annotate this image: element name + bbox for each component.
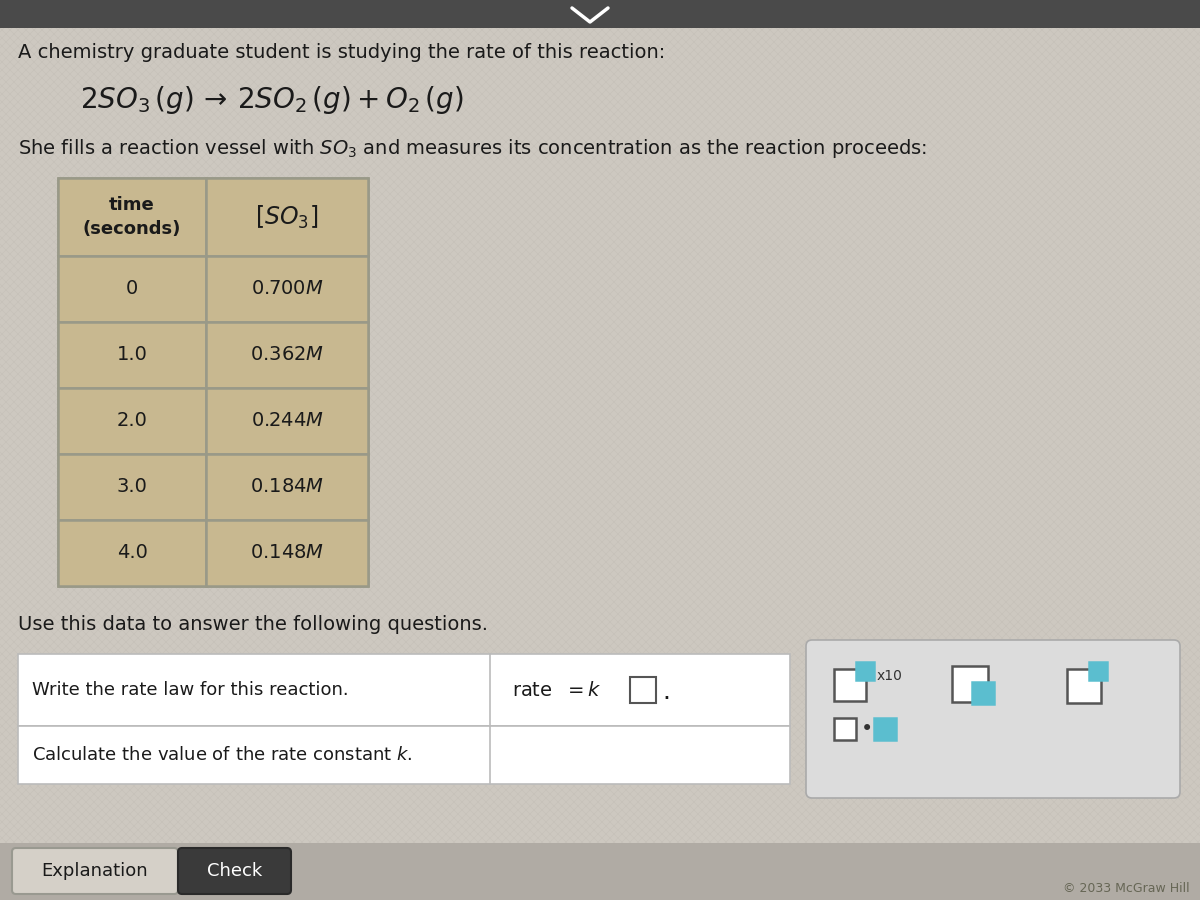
- Bar: [874, 718, 896, 740]
- FancyBboxPatch shape: [178, 848, 292, 894]
- Text: 0.700$\mathit{M}$: 0.700$\mathit{M}$: [251, 280, 323, 299]
- Text: 4.0: 4.0: [116, 544, 148, 562]
- Bar: [630, 677, 656, 703]
- Bar: [206, 520, 368, 586]
- Text: Use this data to answer the following questions.: Use this data to answer the following qu…: [18, 615, 488, 634]
- Bar: [834, 669, 866, 701]
- Text: Explanation: Explanation: [42, 862, 149, 880]
- Text: 0.184$\mathit{M}$: 0.184$\mathit{M}$: [250, 478, 324, 497]
- Bar: [58, 256, 206, 322]
- Text: 2.0: 2.0: [116, 411, 148, 430]
- Text: •: •: [862, 719, 874, 739]
- Text: $[SO_3]$: $[SO_3]$: [256, 203, 318, 230]
- Text: 0.244$\mathit{M}$: 0.244$\mathit{M}$: [251, 411, 324, 430]
- Bar: [18, 726, 790, 784]
- Bar: [1090, 662, 1108, 680]
- Bar: [206, 454, 368, 520]
- Bar: [206, 322, 368, 388]
- Text: Write the rate law for this reaction.: Write the rate law for this reaction.: [32, 681, 349, 699]
- Text: 0.362$\mathit{M}$: 0.362$\mathit{M}$: [250, 346, 324, 365]
- Bar: [58, 322, 206, 388]
- Text: 1.0: 1.0: [116, 346, 148, 365]
- Bar: [1067, 669, 1102, 703]
- Bar: [0, 843, 1200, 900]
- Bar: [58, 178, 206, 256]
- Bar: [834, 718, 856, 740]
- Text: time
(seconds): time (seconds): [83, 196, 181, 238]
- Text: 3.0: 3.0: [116, 478, 148, 497]
- Text: x10: x10: [877, 669, 902, 683]
- Text: © 2033 McGraw Hill: © 2033 McGraw Hill: [1063, 882, 1190, 895]
- Text: A chemistry graduate student is studying the rate of this reaction:: A chemistry graduate student is studying…: [18, 42, 665, 61]
- FancyBboxPatch shape: [12, 848, 178, 894]
- Bar: [856, 662, 874, 680]
- FancyBboxPatch shape: [806, 640, 1180, 798]
- Text: $2SO_3\,(g)\,\rightarrow\,2SO_2\,(g)+O_2\,(g)$: $2SO_3\,(g)\,\rightarrow\,2SO_2\,(g)+O_2…: [80, 84, 463, 116]
- Bar: [952, 666, 988, 702]
- Bar: [206, 256, 368, 322]
- Bar: [206, 388, 368, 454]
- Bar: [206, 178, 368, 256]
- Text: .: .: [662, 680, 670, 704]
- Text: 0: 0: [126, 280, 138, 299]
- Bar: [58, 454, 206, 520]
- Bar: [972, 682, 994, 704]
- Text: 0.148$\mathit{M}$: 0.148$\mathit{M}$: [250, 544, 324, 562]
- Text: Check: Check: [206, 862, 262, 880]
- Bar: [58, 388, 206, 454]
- Bar: [0, 0, 1200, 28]
- Text: She fills a reaction vessel with $SO_3$ and measures its concentration as the re: She fills a reaction vessel with $SO_3$ …: [18, 137, 926, 159]
- Bar: [58, 520, 206, 586]
- Text: rate  $= k$: rate $= k$: [512, 680, 602, 699]
- Text: Calculate the value of the rate constant $\mathit{k}$.: Calculate the value of the rate constant…: [32, 746, 413, 764]
- Bar: [18, 654, 790, 726]
- Bar: [58, 178, 368, 586]
